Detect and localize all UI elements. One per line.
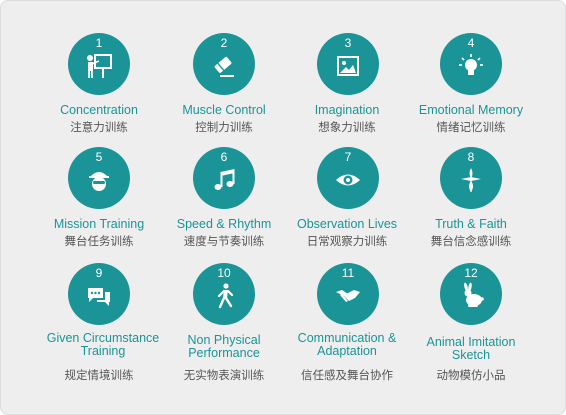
- item-title-zh: 规定情境训练: [64, 368, 134, 382]
- item-title-en: Communication & Adaptation: [297, 331, 397, 358]
- item-title-zh: 舞台任务训练: [64, 234, 134, 248]
- item-title-en: Non Physical Performance: [187, 333, 261, 360]
- picture-icon: [337, 56, 359, 76]
- item-title-zh: 注意力训练: [70, 120, 128, 134]
- item-title-zh: 速度与节奏训练: [183, 234, 265, 248]
- item-title-en: Imagination: [314, 103, 380, 117]
- item-number: 5: [95, 150, 103, 164]
- item-number: 6: [220, 150, 228, 164]
- item-circle: 10: [193, 263, 255, 325]
- training-item-imagination[interactable]: 3 Imagination 想象力训练: [277, 0, 417, 140]
- item-number: 8: [467, 150, 475, 164]
- item-circle: 2: [193, 33, 255, 95]
- training-item-animal-imitation[interactable]: 12 Animal Imitation Sketch 动物模仿小品: [401, 232, 541, 392]
- item-circle: 6: [193, 147, 255, 209]
- item-number: 1: [95, 36, 103, 50]
- training-item-concentration[interactable]: 1 Concentration 注意力训练: [29, 0, 169, 140]
- item-title-zh: 控制力训练: [195, 120, 253, 134]
- item-title-en: Animal Imitation Sketch: [426, 335, 516, 362]
- item-circle: 4: [440, 33, 502, 95]
- eye-icon: [336, 174, 360, 186]
- item-title-en: Speed & Rhythm: [176, 217, 272, 231]
- handshake-icon: [336, 290, 360, 302]
- chat-bubbles-icon: [88, 288, 110, 306]
- item-title-en: Given Circumstance Training: [46, 331, 160, 358]
- item-title-zh: 日常观察力训练: [306, 234, 388, 248]
- item-number: 10: [217, 266, 231, 280]
- item-circle: 11: [317, 263, 379, 325]
- training-item-mission-training[interactable]: 5 Mission Training 舞台任务训练: [29, 116, 169, 256]
- rabbit-icon: [464, 282, 484, 307]
- item-number: 11: [341, 266, 355, 280]
- item-circle: 12: [440, 263, 502, 325]
- item-number: 12: [464, 266, 478, 280]
- item-title-zh: 动物模仿小品: [436, 368, 506, 382]
- lightbulb-icon: [459, 54, 483, 75]
- item-title-zh: 舞台信念感训练: [430, 234, 512, 248]
- item-title-en: Observation Lives: [296, 217, 398, 231]
- training-item-communication-adaptation[interactable]: 11 Communication & Adaptation 信任感及舞台协作: [277, 232, 417, 392]
- item-title-en: Mission Training: [53, 217, 145, 231]
- item-title-en: Concentration: [60, 103, 138, 117]
- training-item-non-physical-performance[interactable]: 10 Non Physical Performance 无实物表演训练: [154, 232, 294, 392]
- item-circle: 1: [68, 33, 130, 95]
- training-item-observation-lives[interactable]: 7 Observation Lives 日常观察力训练: [277, 116, 417, 256]
- training-item-muscle-control[interactable]: 2 Muscle Control 控制力训练: [154, 0, 294, 140]
- item-circle: 5: [68, 147, 130, 209]
- eraser-icon: [214, 56, 234, 77]
- item-title-en: Muscle Control: [182, 103, 266, 117]
- training-item-given-circumstance[interactable]: 9 Given Circumstance Training 规定情境训练: [29, 232, 169, 392]
- item-circle: 7: [317, 147, 379, 209]
- item-number: 2: [220, 36, 228, 50]
- item-title-zh: 无实物表演训练: [183, 368, 265, 382]
- item-circle: 8: [440, 147, 502, 209]
- item-title-zh: 信任感及舞台协作: [301, 368, 393, 382]
- music-note-icon: [214, 169, 235, 190]
- item-number: 4: [467, 36, 475, 50]
- item-number: 7: [344, 150, 352, 164]
- training-item-emotional-memory[interactable]: 4 Emotional Memory 情绪记忆训练: [401, 0, 541, 140]
- item-circle: 3: [317, 33, 379, 95]
- item-title-en: Truth & Faith: [435, 217, 507, 231]
- item-title-zh: 想象力训练: [318, 120, 376, 134]
- item-circle: 9: [68, 263, 130, 325]
- spy-icon: [89, 172, 109, 191]
- training-item-speed-rhythm[interactable]: 6 Speed & Rhythm 速度与节奏训练: [154, 116, 294, 256]
- item-title-zh: 情绪记忆训练: [436, 120, 506, 134]
- walking-person-icon: [217, 283, 234, 309]
- training-item-truth-faith[interactable]: 8 Truth & Faith 舞台信念感训练: [401, 116, 541, 256]
- item-number: 9: [95, 266, 103, 280]
- presentation-board-icon: [87, 54, 112, 78]
- item-title-en: Emotional Memory: [418, 103, 524, 117]
- item-number: 3: [344, 36, 352, 50]
- spark-icon: [461, 168, 481, 192]
